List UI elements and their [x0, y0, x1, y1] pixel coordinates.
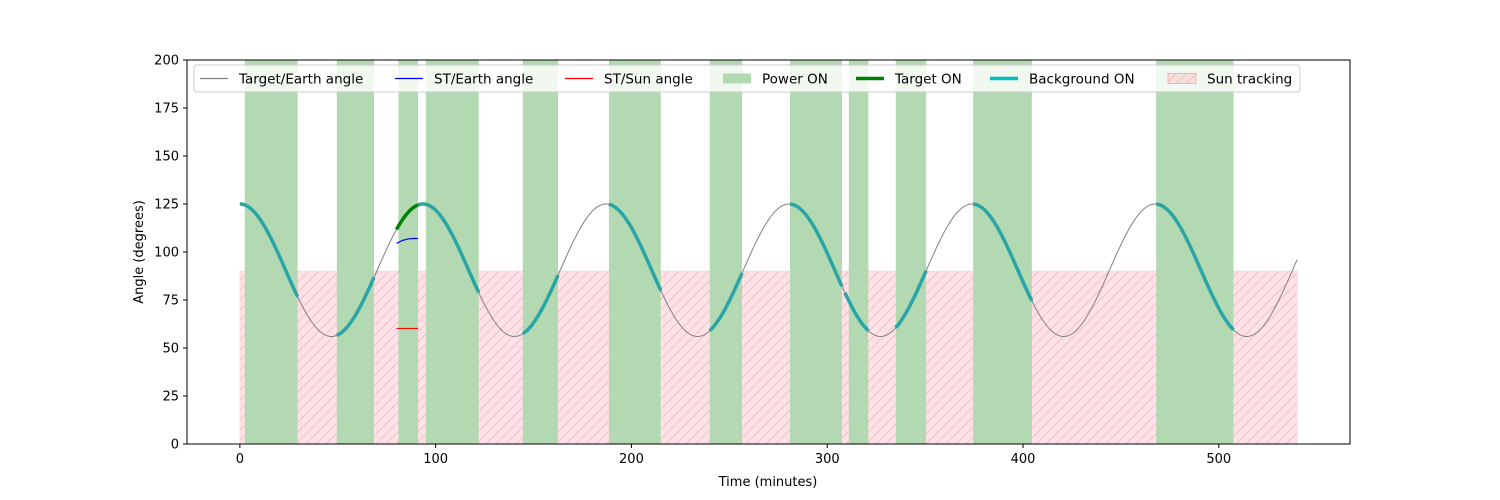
power-on-span [336, 60, 374, 444]
sun-tracking-region [239, 270, 1298, 444]
background-on-segment [894, 270, 928, 329]
y-tick-label: 175 [154, 102, 179, 117]
background-on-segment [608, 202, 663, 292]
y-tick-label: 75 [162, 294, 179, 309]
x-tick-label: 500 [1206, 452, 1231, 467]
background-on-segment [843, 291, 870, 332]
power-on-span [790, 60, 842, 444]
background-on-segment [336, 276, 376, 337]
y-tick-label: 150 [154, 150, 179, 165]
legend-patch-swatch [723, 73, 751, 84]
x-tick-label: 0 [236, 452, 244, 467]
y-tick-label: 0 [171, 438, 179, 453]
x-axis: 0 100 200 300 400 500 [236, 444, 1231, 467]
y-axis: 0 25 50 75 100 125 150 175 200 [154, 54, 187, 453]
power-on-span [709, 60, 743, 444]
power-on-span [398, 60, 419, 444]
legend-label: Power ON [762, 72, 828, 88]
legend-label: Target/Earth angle [238, 72, 363, 88]
x-tick-label: 400 [1011, 452, 1036, 467]
background-on-segment [789, 202, 844, 287]
legend-label: Background ON [1029, 72, 1135, 88]
y-tick-label: 125 [154, 198, 179, 213]
x-axis-label: Time (minutes) [718, 475, 818, 490]
background-on-segment [972, 202, 1034, 302]
y-tick-label: 200 [154, 54, 179, 69]
background-on-segment [521, 274, 560, 336]
power-on-span [848, 60, 869, 444]
target-on-segment [394, 203, 419, 231]
legend-label: Sun tracking [1207, 72, 1292, 88]
y-axis-label: Angle (degrees) [132, 200, 147, 304]
power-on-span [1156, 60, 1234, 444]
y-tick-label: 50 [162, 342, 179, 357]
background-on-segment [239, 202, 300, 298]
x-tick-label: 200 [619, 452, 644, 467]
y-tick-label: 25 [162, 390, 179, 405]
legend-label: ST/Earth angle [434, 72, 533, 88]
power-on-span [608, 60, 661, 444]
power-on-span [425, 60, 479, 444]
power-on-span [973, 60, 1032, 444]
x-tick-label: 100 [423, 452, 448, 467]
power-on-layer [244, 60, 1234, 444]
y-tick-label: 100 [154, 246, 179, 261]
legend-label: Target ON [894, 72, 962, 88]
power-on-span [244, 60, 298, 444]
background-on-segment [708, 272, 744, 332]
legend-label: ST/Sun angle [604, 72, 693, 88]
background-on-segment [1155, 202, 1235, 331]
sun-tracking-layer [239, 270, 1298, 444]
on-segments-layer [239, 202, 1235, 337]
power-on-span [895, 60, 927, 444]
legend: Target/Earth angle ST/Earth angle ST/Sun a… [193, 64, 1301, 93]
background-on-segment [417, 202, 481, 294]
legend-hatch-swatch [1167, 73, 1197, 84]
x-tick-label: 300 [815, 452, 840, 467]
st-earth-angle-line [396, 237, 419, 244]
power-on-span [522, 60, 559, 444]
